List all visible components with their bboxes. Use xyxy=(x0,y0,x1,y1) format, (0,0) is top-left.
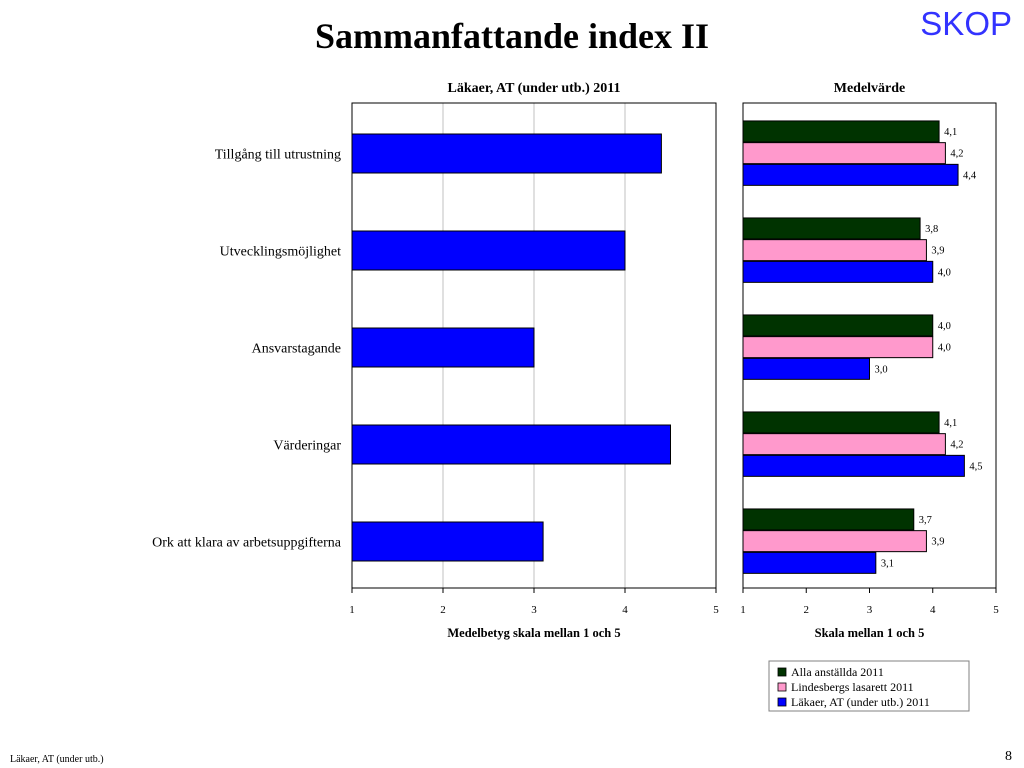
x-tick-label: 5 xyxy=(993,604,999,616)
bar xyxy=(742,163,959,186)
x-tick-label: 3 xyxy=(867,604,873,616)
data-label: 4,1 xyxy=(944,418,957,429)
bar xyxy=(742,239,927,262)
data-label: 3,1 xyxy=(881,558,894,569)
x-tick-label: 3 xyxy=(531,604,537,616)
bar xyxy=(742,217,921,240)
category-label: Värderingar xyxy=(273,439,341,454)
x-tick-label: 5 xyxy=(713,604,719,616)
bar xyxy=(351,133,662,174)
bar xyxy=(742,530,927,553)
left-x-axis-title: Medelbetyg skala mellan 1 och 5 xyxy=(447,626,620,640)
bar xyxy=(742,142,946,165)
right-data-labels: 4,14,24,43,83,94,04,04,03,04,14,24,53,73… xyxy=(875,127,983,569)
data-label: 3,0 xyxy=(875,364,888,375)
slide-title: Sammanfattande index II xyxy=(314,16,710,56)
page-number: 8 xyxy=(1005,749,1012,764)
data-label: 4,0 xyxy=(938,267,951,278)
category-label: Ork att klara av arbetsuppgifterna xyxy=(152,536,342,551)
data-label: 3,9 xyxy=(931,537,944,548)
category-label: Tillgång till utrustning xyxy=(215,148,341,163)
legend-frame xyxy=(768,660,970,712)
data-label: 4,0 xyxy=(938,343,951,354)
left-category-labels: Tillgång till utrustning Utvecklingsmöjli… xyxy=(152,148,342,551)
bar xyxy=(742,260,934,283)
legend-label: Lindesbergs lasarett 2011 xyxy=(791,680,914,694)
bar xyxy=(351,327,535,368)
right-x-axis: 1 2 3 4 5 xyxy=(740,588,999,616)
category-label: Utvecklingsmöjlighet xyxy=(220,245,341,260)
bar xyxy=(742,120,940,143)
data-label: 3,8 xyxy=(925,224,938,235)
bar xyxy=(351,424,671,465)
data-label: 4,1 xyxy=(944,127,957,138)
data-label: 3,7 xyxy=(919,515,932,526)
x-tick-label: 4 xyxy=(622,604,628,616)
legend-swatch xyxy=(777,667,787,677)
data-label: 3,9 xyxy=(931,246,944,257)
right-chart-title: Medelvärde xyxy=(834,81,906,96)
bar xyxy=(742,551,877,574)
legend-label: Läkaer, AT (under utb.) 2011 xyxy=(791,695,930,709)
legend-swatch xyxy=(777,682,787,692)
x-tick-label: 2 xyxy=(440,604,446,616)
bar xyxy=(351,521,544,562)
left-x-axis: 1 2 3 4 5 xyxy=(349,588,719,616)
left-chart-title: Läkaer, AT (under utb.) 2011 xyxy=(448,81,621,96)
data-label: 4,4 xyxy=(963,170,977,181)
data-label: 4,0 xyxy=(938,321,951,332)
x-tick-label: 2 xyxy=(804,604,810,616)
bar xyxy=(742,336,934,359)
bar xyxy=(742,433,946,456)
category-label: Ansvarstagande xyxy=(252,342,341,357)
bar xyxy=(351,230,626,271)
right-bars xyxy=(742,120,965,574)
legend-swatch xyxy=(777,697,787,707)
bar xyxy=(742,508,915,531)
left-bar-chart: Läkaer, AT (under utb.) 2011 1 2 3 4 5 Tillg… xyxy=(152,81,719,640)
x-tick-label: 1 xyxy=(740,604,746,616)
right-x-axis-title: Skala mellan 1 och 5 xyxy=(815,626,925,640)
data-label: 4,2 xyxy=(950,149,963,160)
bar xyxy=(742,357,870,380)
x-tick-label: 4 xyxy=(930,604,936,616)
brand-logo: SKOP xyxy=(920,5,1012,42)
bar xyxy=(742,411,940,434)
bar xyxy=(742,454,965,477)
footer-text: Läkaer, AT (under utb.) xyxy=(10,754,104,765)
left-bars xyxy=(351,133,671,562)
data-label: 4,2 xyxy=(950,440,963,451)
x-tick-label: 1 xyxy=(349,604,355,616)
legend-label: Alla anställda 2011 xyxy=(791,665,884,679)
bar xyxy=(742,314,934,337)
data-label: 4,5 xyxy=(969,461,982,472)
right-grouped-bar-chart: Medelvärde 4,14,24,43,83,94,04,04,03,04,… xyxy=(740,81,999,640)
